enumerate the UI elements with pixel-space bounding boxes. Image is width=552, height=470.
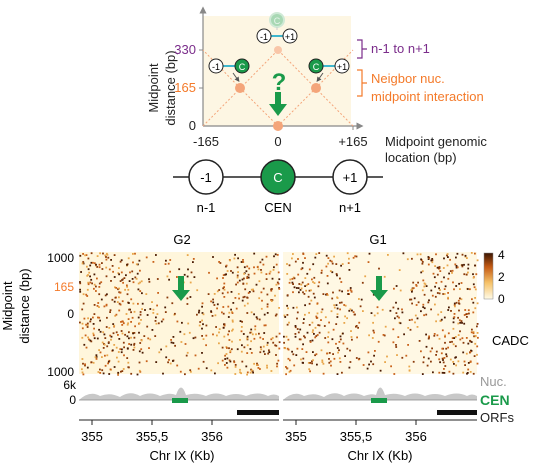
heatmap-ytick-0: 0 [67,307,74,321]
heatmap-y-label-1: Midpoint [0,281,15,331]
svg-text:-1: -1 [200,170,212,185]
y-tick-label-330: 330 [174,42,196,57]
heatmap-panel-g2 [79,252,281,376]
x-axis-label-g1: Chr IX (Kb) [347,448,412,463]
mini-nuc-right-center [308,58,324,74]
svg-text:-1: -1 [212,62,220,72]
mini-right-pointer [316,72,324,83]
track-ytick-6k: 6k [63,378,77,392]
colorbar-tick-4: 4 [498,248,505,262]
schematic-y-label-2: distance (bp) [163,50,178,125]
green-down-arrow-schematic [269,92,287,116]
heatmap-ytick-1000-bottom: 1000 [47,365,74,379]
track-label-orfs: ORFs [480,410,514,425]
orange-bracket [357,69,367,97]
neighbor-dot-right [311,83,321,93]
xtick-g2-3555: 355,5 [136,429,169,444]
y-tick-label-0: 0 [189,118,196,133]
x-tick-label-neg165: -165 [193,134,219,149]
x-ticks [91,420,417,425]
track-label-nuc: Nuc. [480,374,507,389]
nucleosome-minus1 [188,159,224,195]
heatmap-y-label-2: distance (bp) [17,268,32,343]
colorbar [483,252,494,300]
svg-text:C: C [274,16,281,26]
colorbar-tick-0: 0 [498,292,505,306]
svg-text:+1: +1 [285,32,295,42]
neighbor-dot-left [235,83,245,93]
caption-n-minus1: n-1 [197,200,216,215]
cen-marker-g1 [371,398,387,403]
x-axis-label-g2: Chr IX (Kb) [149,448,214,463]
x-tick-label-0: 0 [274,134,281,149]
svg-text:C: C [239,62,246,72]
mini-pair-top: C -1 +1 [256,12,298,44]
question-mark: ? [272,69,287,96]
mini-nuc-minus1 [256,28,272,44]
svg-text:C: C [273,170,282,185]
colorbar-tick-2: 2 [498,270,505,284]
cadc-label: CADC [492,333,529,348]
xtick-g1-3555: 355,5 [340,429,373,444]
cen-marker-g2 [172,398,188,403]
y-tick-label-165: 165 [174,80,196,95]
mini-nuc-left-center [234,58,250,74]
nucleosome-track-g1 [283,387,477,400]
nucleosome-plus1 [332,159,368,195]
panel-title-g1: G1 [369,232,386,247]
green-arrow-g1 [370,276,388,301]
mini-left-pointer [232,72,240,83]
svg-text:-1: -1 [260,32,268,42]
center-dot-top [274,46,282,54]
track-ytick-0: 0 [69,393,76,407]
x-axis-label-2: location (bp) [385,150,457,165]
heatmap-g1-pattern [283,252,479,376]
label-n1-to-n1: n-1 to n+1 [371,41,430,56]
diagonal-guides [202,49,354,127]
mini-nuc-right-plus1 [334,58,350,74]
heatmap-panel-g1 [283,252,479,376]
svg-text:+1: +1 [343,170,358,185]
track-label-cen: CEN [480,392,510,408]
xtick-g1-356: 356 [405,429,427,444]
x-axis-label-1: Midpoint genomic [385,134,487,149]
orf-bar-g1 [437,410,477,415]
mini-pair-left: -1 C [208,58,250,83]
caption-cen: CEN [264,200,291,215]
heatmap-figure: G2 G1 Midpoint distance (bp) 1000 165 0 … [0,232,529,463]
mini-nuc-left-minus1 [208,58,224,74]
label-neighbor-1: Neigbor nuc. [371,71,445,86]
heatmap-ytick-165: 165 [54,280,74,294]
purple-bracket [357,39,367,59]
xtick-g2-355: 355 [81,429,103,444]
xtick-g2-356: 356 [201,429,223,444]
panel-title-g2: G2 [173,232,190,247]
schematic-y-label-1: Midpoint [146,63,161,113]
green-arrow-g2 [172,276,190,301]
svg-text:+1: +1 [337,62,347,72]
caption-n-plus1: n+1 [339,200,361,215]
center-dot-bottom [273,121,283,131]
schematic-panel: Midpoint distance (bp) 330 165 0 -165 0 … [146,6,487,215]
mini-nuc-plus1 [282,28,298,44]
label-neighbor-2: midpoint interaction [371,89,484,104]
heatmap-g2-pattern [79,252,281,376]
heatmap-ytick-1000-top: 1000 [47,251,74,265]
mini-pair-right: C +1 [308,58,350,83]
orf-bar-g2 [237,410,279,415]
svg-text:C: C [313,62,320,72]
nucleosome-track-g2 [79,387,279,400]
nucleosome-center [260,159,296,195]
xtick-g1-355: 355 [285,429,307,444]
x-tick-label-165: +165 [338,134,367,149]
